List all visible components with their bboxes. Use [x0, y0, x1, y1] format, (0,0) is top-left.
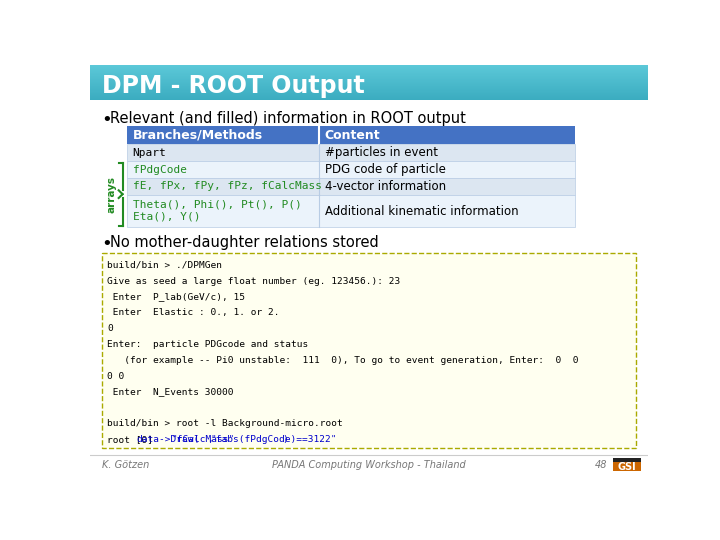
Bar — [90, 68, 648, 69]
Bar — [90, 95, 648, 96]
Text: K. Götzen: K. Götzen — [102, 460, 149, 470]
Bar — [127, 126, 575, 144]
Bar — [90, 78, 648, 79]
Bar — [90, 77, 648, 78]
Text: Eta(), Y(): Eta(), Y() — [132, 212, 200, 221]
Text: (for example -- Pi0 unstable:  111  0), To go to event generation, Enter:  0  0: (for example -- Pi0 unstable: 111 0), To… — [107, 356, 579, 365]
Bar — [90, 75, 648, 76]
Text: No mother-daughter relations stored: No mother-daughter relations stored — [110, 235, 379, 250]
Text: Relevant (and filled) information in ROOT output: Relevant (and filled) information in ROO… — [110, 111, 466, 126]
Text: Enter:  particle PDGcode and status: Enter: particle PDGcode and status — [107, 340, 308, 349]
Bar — [90, 87, 648, 88]
Bar — [90, 92, 648, 93]
Bar — [90, 69, 648, 70]
Bar — [90, 93, 648, 94]
Bar — [90, 66, 648, 67]
FancyBboxPatch shape — [102, 253, 636, 448]
Bar — [90, 91, 648, 92]
Text: 48: 48 — [595, 460, 608, 470]
Text: Theta(), Phi(), Pt(), P(): Theta(), Phi(), Pt(), P() — [132, 199, 302, 209]
Bar — [90, 71, 648, 72]
Bar — [90, 94, 648, 95]
Text: •: • — [101, 111, 112, 129]
Bar — [90, 99, 648, 100]
Bar — [90, 84, 648, 85]
Text: Enter  P_lab(GeV/c), 15: Enter P_lab(GeV/c), 15 — [107, 293, 245, 301]
Bar — [90, 81, 648, 82]
Bar — [90, 70, 648, 71]
Bar — [127, 161, 575, 178]
Bar — [613, 457, 641, 471]
Bar — [127, 144, 575, 161]
Text: Branches/Methods: Branches/Methods — [132, 129, 263, 142]
Bar — [90, 76, 648, 77]
Bar — [90, 80, 648, 81]
Bar — [90, 67, 648, 68]
Text: #particles in event: #particles in event — [325, 146, 438, 159]
Bar — [613, 457, 641, 462]
Text: fPdgCode: fPdgCode — [132, 165, 186, 174]
Text: PDG code of particle: PDG code of particle — [325, 163, 446, 176]
Text: GSI: GSI — [618, 462, 636, 472]
Text: 0 0: 0 0 — [107, 372, 125, 381]
Text: build/bin > root -l Background-micro.root: build/bin > root -l Background-micro.roo… — [107, 419, 343, 428]
Text: 4-vector information: 4-vector information — [325, 180, 446, 193]
Bar — [90, 86, 648, 87]
Bar — [90, 89, 648, 90]
Bar — [90, 72, 648, 73]
Text: PANDA Computing Workshop - Thailand: PANDA Computing Workshop - Thailand — [272, 460, 466, 470]
Text: Npart: Npart — [132, 147, 166, 158]
Text: ): ) — [282, 435, 288, 444]
Text: build/bin > ./DPMGen: build/bin > ./DPMGen — [107, 261, 222, 269]
Bar — [90, 82, 648, 83]
Bar — [90, 85, 648, 86]
Text: fE, fPx, fPy, fPz, fCalcMass: fE, fPx, fPy, fPz, fCalcMass — [132, 181, 322, 192]
Bar — [90, 98, 648, 99]
Text: DPM - ROOT Output: DPM - ROOT Output — [102, 75, 365, 98]
Bar — [90, 97, 648, 98]
Text: root [0]: root [0] — [107, 435, 159, 444]
Bar — [90, 83, 648, 84]
Bar — [90, 88, 648, 89]
Bar — [90, 65, 648, 66]
Text: Additional kinematic information: Additional kinematic information — [325, 205, 518, 218]
Bar — [90, 96, 648, 97]
Text: ,: , — [207, 435, 213, 444]
Text: Content: Content — [325, 129, 380, 142]
Text: data->Draw(: data->Draw( — [136, 435, 199, 444]
Text: "fCalcMass": "fCalcMass" — [172, 435, 235, 444]
Bar — [127, 178, 575, 195]
Text: arrays: arrays — [107, 176, 117, 213]
Text: "fabs(fPdgCode)==3122": "fabs(fPdgCode)==3122" — [211, 435, 337, 444]
Text: •: • — [101, 235, 112, 253]
Bar — [90, 79, 648, 80]
Text: Give as seed a large float number (eg. 123456.): 23: Give as seed a large float number (eg. 1… — [107, 276, 400, 286]
Text: 0: 0 — [107, 324, 113, 333]
Text: Enter  N_Events 30000: Enter N_Events 30000 — [107, 388, 233, 396]
Bar — [90, 73, 648, 74]
Bar — [127, 195, 575, 227]
Bar — [90, 90, 648, 91]
Bar — [90, 74, 648, 75]
Text: Enter  Elastic : 0., 1. or 2.: Enter Elastic : 0., 1. or 2. — [107, 308, 279, 318]
